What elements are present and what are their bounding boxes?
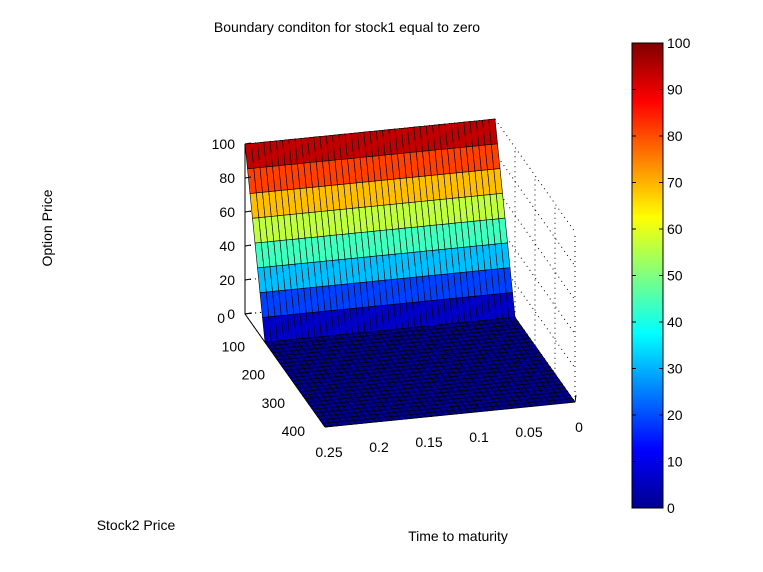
colorbar: 0 10 20 30 40 50 60 70 80 90 100 xyxy=(631,35,691,516)
y-tick-label: 200 xyxy=(242,367,266,383)
x-tick-mark xyxy=(524,399,527,408)
colorbar-tick-label: 10 xyxy=(667,454,683,470)
colorbar-tick-label: 30 xyxy=(667,361,683,377)
x-tick-mark xyxy=(374,414,377,423)
x-tick-mark xyxy=(474,404,477,413)
x-tick-mark xyxy=(424,409,427,418)
chart-title: Boundary conditon for stock1 equal to ze… xyxy=(214,19,480,35)
x-tick-label: 0.05 xyxy=(515,424,542,440)
x-tick-label: 0.25 xyxy=(315,444,342,460)
x-tick-mark xyxy=(574,394,577,403)
y-tick-mark xyxy=(244,312,253,315)
side-wall-gridline xyxy=(494,254,576,369)
surface-mesh xyxy=(244,118,576,428)
y-tick-label: 100 xyxy=(222,338,246,354)
z-tick-label: 20 xyxy=(219,272,235,288)
z-tick-mark xyxy=(244,244,252,247)
side-wall-gridline xyxy=(494,186,576,301)
z-tick-label: 40 xyxy=(219,238,235,254)
y-tick-mark xyxy=(324,425,333,428)
z-tick-mark xyxy=(244,176,252,179)
colorbar-tick-label: 20 xyxy=(667,407,683,423)
side-wall-gridline xyxy=(494,118,576,233)
y-tick-label: 300 xyxy=(262,395,286,411)
colorbar-tick-label: 70 xyxy=(667,175,683,191)
y-tick-mark xyxy=(284,369,293,371)
z-tick-mark xyxy=(244,142,252,145)
z-tick-mark xyxy=(244,278,252,281)
x-axis-label: Time to maturity xyxy=(408,528,508,544)
colorbar-tick-label: 0 xyxy=(667,500,675,516)
colorbar-tick-label: 50 xyxy=(667,268,683,284)
z-tick-mark xyxy=(244,210,252,213)
z-axis-label: Option Price xyxy=(39,189,55,266)
y-tick-label: 400 xyxy=(282,423,306,439)
side-wall-gridline xyxy=(494,152,576,267)
colorbar-tick-label: 80 xyxy=(667,128,683,144)
x-tick-mark xyxy=(324,419,327,428)
y-tick-mark xyxy=(304,397,313,400)
z-tick-label: 0 xyxy=(227,306,235,322)
colorbar-tick-label: 90 xyxy=(667,82,683,98)
y-tick-mark xyxy=(264,340,273,343)
colorbar-tick-label: 60 xyxy=(667,221,683,237)
x-tick-label: 0.1 xyxy=(469,429,489,445)
x-tick-label: 0.15 xyxy=(415,434,442,450)
x-tick-label: 0 xyxy=(575,419,583,435)
y-axis-label: Stock2 Price xyxy=(97,517,176,533)
colorbar-tick-label: 100 xyxy=(667,35,691,51)
z-tick-label: 80 xyxy=(219,170,235,186)
y-tick-label: 0 xyxy=(217,310,225,326)
colorbar-gradient xyxy=(631,42,664,509)
axis-ticks: 0 20 40 60 80 100 0 100 200 300 400 0 0.05 0.1 0.15 0.2… xyxy=(212,136,583,460)
z-tick-label: 100 xyxy=(212,136,236,152)
colorbar-tick-label: 40 xyxy=(667,314,683,330)
x-tick-label: 0.2 xyxy=(369,439,389,455)
colorbar-ticks: 0 10 20 30 40 50 60 70 80 90 100 xyxy=(632,35,691,516)
side-wall-gridline xyxy=(494,220,576,335)
z-tick-label: 60 xyxy=(219,204,235,220)
